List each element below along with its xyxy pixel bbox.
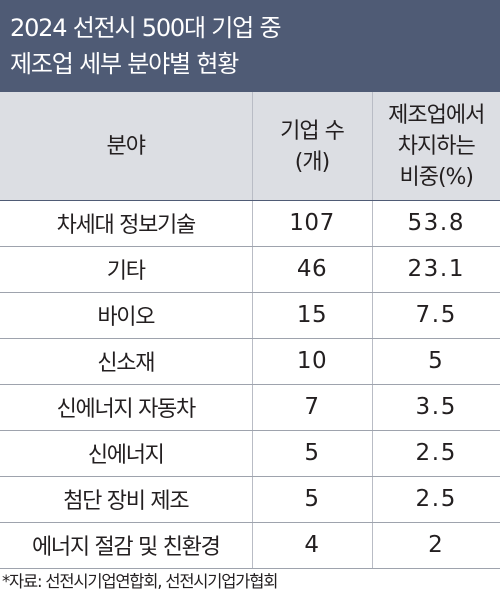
field-cell: 신소재 (0, 338, 253, 385)
ratio-cell: 53.8 (372, 200, 500, 247)
ratio-cell: 7.5 (372, 292, 500, 339)
count-cell: 46 (252, 246, 373, 293)
header-ratio-line-3: 비중(%) (399, 165, 474, 191)
field-cell: 기타 (0, 246, 253, 293)
header-count: 기업 수 (개) (252, 92, 373, 201)
title-line-1: 2024 선전시 500대 기업 중 (10, 14, 282, 42)
table-row: 기타 46 23.1 (0, 246, 500, 293)
header-field: 분야 (0, 92, 253, 201)
ratio-cell: 2.5 (372, 430, 500, 477)
field-cell: 첨단 장비 제조 (0, 476, 253, 523)
count-cell: 10 (252, 338, 373, 385)
ratio-cell: 3.5 (372, 384, 500, 431)
title-line-2: 제조업 세부 분야별 현황 (10, 50, 239, 78)
table-row: 신에너지 자동차 7 3.5 (0, 384, 500, 431)
table-row: 신에너지 5 2.5 (0, 430, 500, 477)
table-row: 차세대 정보기술 107 53.8 (0, 200, 500, 247)
count-cell: 5 (252, 430, 373, 477)
header-ratio: 제조업에서 차지하는 비중(%) (372, 92, 500, 201)
count-cell: 107 (252, 200, 373, 247)
ratio-cell: 23.1 (372, 246, 500, 293)
ratio-cell: 2.5 (372, 476, 500, 523)
field-cell: 에너지 절감 및 친환경 (0, 522, 253, 569)
header-count-line-2: (개) (294, 149, 330, 175)
manufacturing-field-table: 분야 기업 수 (개) 제조업에서 차지하는 비중(%) 차세대 정보기술 10… (0, 92, 500, 569)
table-row: 신소재 10 5 (0, 338, 500, 385)
count-cell: 7 (252, 384, 373, 431)
header-count-line-1: 기업 수 (280, 118, 345, 144)
ratio-cell: 5 (372, 338, 500, 385)
table-row: 에너지 절감 및 친환경 4 2 (0, 522, 500, 569)
table-row: 첨단 장비 제조 5 2.5 (0, 476, 500, 523)
source-note: *자료: 선전시기업연합회, 선전시기업가협회 (2, 572, 278, 591)
count-cell: 4 (252, 522, 373, 569)
field-cell: 바이오 (0, 292, 253, 339)
field-cell: 신에너지 자동차 (0, 384, 253, 431)
header-ratio-line-2: 차지하는 (397, 134, 476, 160)
field-cell: 차세대 정보기술 (0, 200, 253, 247)
header-ratio-line-1: 제조업에서 (388, 103, 485, 129)
table-row: 바이오 15 7.5 (0, 292, 500, 339)
table-header-row: 분야 기업 수 (개) 제조업에서 차지하는 비중(%) (0, 92, 500, 201)
count-cell: 5 (252, 476, 373, 523)
ratio-cell: 2 (372, 522, 500, 569)
count-cell: 15 (252, 292, 373, 339)
header-field-label: 분야 (106, 134, 146, 160)
field-cell: 신에너지 (0, 430, 253, 477)
title-bar: 2024 선전시 500대 기업 중 제조업 세부 분야별 현황 (0, 0, 500, 92)
